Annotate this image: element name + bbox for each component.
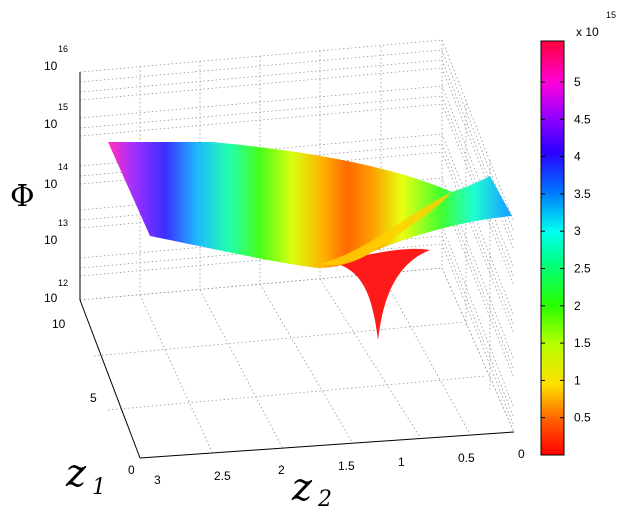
svg-text:10: 10 (44, 291, 58, 305)
y-tick-0: 0 (128, 463, 135, 477)
z-axis-title: Φ (10, 179, 35, 214)
z-tick-labels: 10 16 10 15 10 14 10 13 10 12 (44, 44, 68, 305)
z-tick-14: 10 14 (44, 162, 68, 191)
svg-text:15: 15 (606, 10, 616, 20)
svg-text:z: z (65, 451, 87, 495)
z-tick-13: 10 13 (44, 218, 68, 247)
y-tick-10: 10 (52, 317, 66, 331)
surface-ridge (320, 192, 452, 266)
surface-main (108, 142, 512, 268)
svg-text:10: 10 (44, 117, 58, 131)
svg-text:10: 10 (44, 59, 58, 73)
colorbar-tick-label: 4 (574, 150, 581, 164)
x-axis-title: z 2 (291, 465, 332, 510)
surface-cusp (330, 248, 430, 340)
y-tick-labels: 10 5 0 (52, 317, 135, 477)
svg-text:14: 14 (58, 162, 68, 172)
colorbar-tick-label: 5 (574, 75, 581, 89)
surface-plot (108, 142, 512, 340)
y-tick-5: 5 (90, 391, 97, 405)
x-tick-3: 3 (154, 473, 161, 487)
svg-text:10: 10 (44, 177, 58, 191)
x-tick-1: 1 (398, 455, 405, 469)
y-axis-title: z 1 (65, 451, 106, 500)
svg-text:z: z (291, 465, 313, 509)
svg-text:15: 15 (58, 102, 68, 112)
colorbar-tick-label: 0.5 (574, 411, 591, 425)
x-tick-0: 0 (518, 447, 525, 461)
svg-text:2: 2 (317, 487, 332, 510)
z-tick-12: 10 12 (44, 278, 68, 305)
axis-lines (79, 72, 515, 459)
svg-text:16: 16 (58, 44, 68, 54)
z-tick-15: 10 15 (44, 102, 68, 131)
svg-text:12: 12 (58, 278, 68, 288)
z-tick-16: 10 16 (44, 44, 68, 73)
x-tick-1.5: 1.5 (338, 459, 355, 473)
colorbar-ticks: 0.5 1 1.5 2 2.5 3 3.5 4 4.5 5 (541, 75, 591, 425)
x-tick-2.5: 2.5 (214, 469, 231, 483)
svg-text:13: 13 (58, 218, 68, 228)
svg-text:x 10: x 10 (576, 25, 599, 39)
colorbar-tick-label: 1.5 (574, 336, 591, 350)
colorbar-tick-label: 3.5 (574, 187, 591, 201)
colorbar-tick-label: 2 (574, 299, 581, 313)
colorbar: x 10 15 0.5 1 1.5 2 2.5 3 3.5 4 4.5 5 (540, 10, 616, 456)
colorbar-multiplier: x 10 15 (576, 10, 616, 39)
colorbar-tick-label: 3 (574, 224, 581, 238)
colorbar-tick-label: 2.5 (574, 262, 591, 276)
x-tick-2: 2 (278, 463, 285, 477)
colorbar-tick-label: 1 (574, 373, 581, 387)
svg-text:1: 1 (92, 475, 106, 500)
svg-text:10: 10 (44, 233, 58, 247)
colorbar-tick-label: 4.5 (574, 112, 591, 126)
colorbar-fill (540, 40, 565, 456)
x-tick-0.5: 0.5 (458, 451, 475, 465)
x-tick-labels: 3 2.5 2 1.5 1 0.5 0 (154, 447, 525, 487)
